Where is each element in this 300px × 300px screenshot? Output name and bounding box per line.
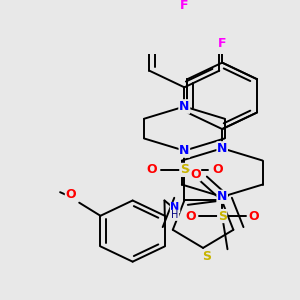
- Text: N: N: [179, 100, 190, 113]
- Text: O: O: [185, 209, 196, 223]
- Text: O: O: [212, 164, 223, 176]
- Text: O: O: [65, 188, 76, 201]
- Text: N: N: [217, 142, 227, 155]
- Text: F: F: [180, 0, 189, 12]
- Text: N: N: [179, 144, 190, 157]
- Text: N: N: [170, 202, 180, 212]
- Text: S: S: [202, 250, 211, 263]
- Text: H: H: [171, 210, 179, 220]
- Text: O: O: [190, 168, 201, 181]
- Text: F: F: [218, 37, 226, 50]
- Text: S: S: [218, 209, 227, 223]
- Text: N: N: [179, 100, 190, 113]
- Text: O: O: [249, 209, 259, 223]
- Text: N: N: [217, 190, 227, 203]
- Text: S: S: [180, 164, 189, 176]
- Text: O: O: [146, 164, 157, 176]
